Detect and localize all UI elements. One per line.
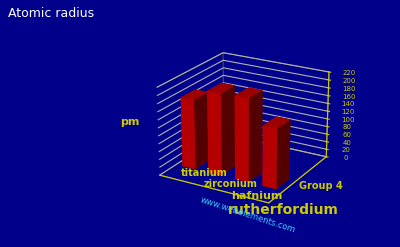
Text: pm: pm xyxy=(120,117,140,127)
Text: www.webelements.com: www.webelements.com xyxy=(199,195,297,235)
Text: Atomic radius: Atomic radius xyxy=(8,7,94,21)
